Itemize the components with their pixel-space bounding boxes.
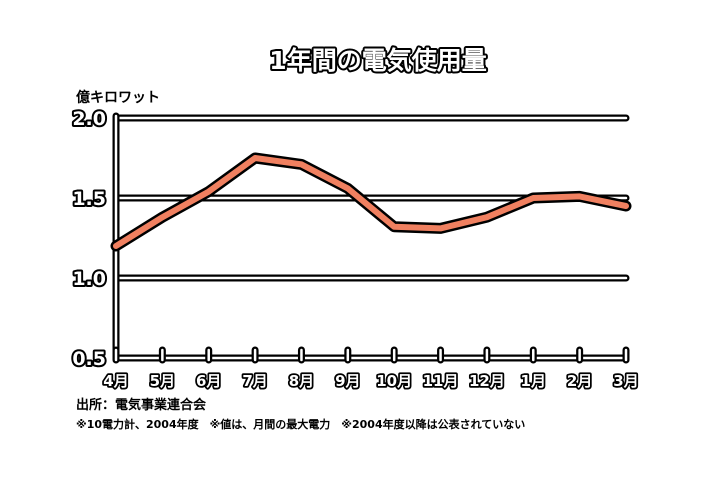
x-tick-label: 7月 [242,372,267,390]
x-tick-label: 9月 [335,372,360,390]
y-axis-unit-label: 億キロワット [76,89,160,106]
x-tick-label: 11月 [423,372,459,390]
y-tick-labels: 0.5 1.0 1.5 2.0 [70,106,108,372]
x-tick-label: 5月 [150,372,175,390]
x-tick-label: 3月 [613,372,638,390]
x-tick-label: 12月 [469,372,505,390]
x-tick-label: 8月 [289,372,314,390]
x-tick-labels: 4月 5月 6月 7月 8月 9月 10月 11月 12月 1月 2月 3月 [102,370,641,392]
y-tick-label: 0.5 [72,348,106,370]
axes [112,112,630,364]
x-tick-label: 6月 [196,372,221,390]
chart-title: 1年間の電気使用量 [269,46,486,75]
footnote: ※10電力計、2004年度 ※値は、月間の最大電力 ※2004年度以降は公表され… [76,418,526,431]
series-line [113,155,629,249]
x-tick-label: 4月 [103,372,128,390]
x-tick-label: 2月 [567,372,592,390]
y-tick-label: 1.0 [72,268,106,290]
y-tick-label: 2.0 [72,108,106,130]
x-tick-label: 10月 [376,372,412,390]
series-line-group [110,152,632,252]
x-tick-label: 1月 [521,372,546,390]
source-note: 出所：電気事業連合会 [76,398,207,413]
y-tick-label: 1.5 [72,188,106,210]
